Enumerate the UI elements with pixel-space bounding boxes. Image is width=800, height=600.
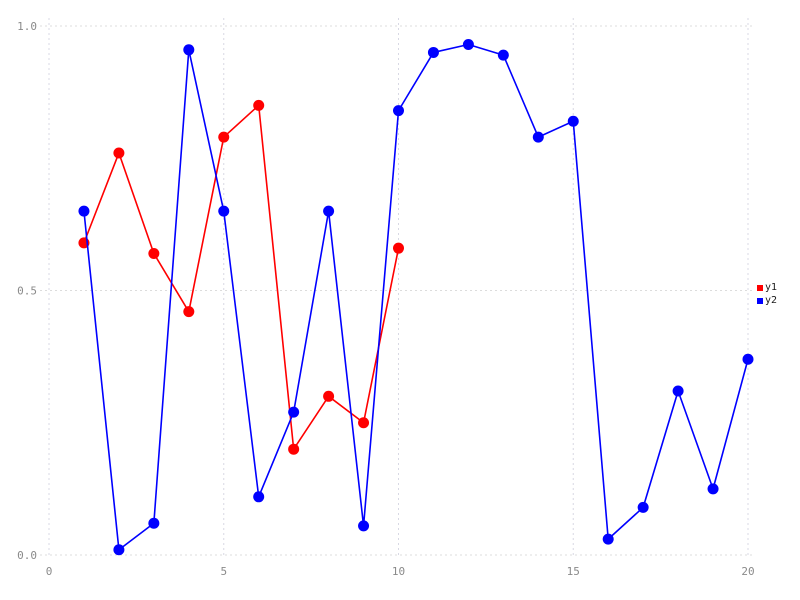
legend-swatch-y1-icon	[757, 284, 763, 291]
legend-label-y1: y1	[765, 282, 778, 293]
svg-text:0: 0	[46, 565, 53, 578]
svg-text:5: 5	[220, 565, 227, 578]
svg-text:20: 20	[741, 565, 754, 578]
svg-text:0.5: 0.5	[17, 285, 37, 298]
legend-item-y1: y1	[757, 282, 777, 293]
legend-item-y2: y2	[757, 295, 777, 306]
svg-text:15: 15	[567, 565, 580, 578]
legend: y1 y2	[757, 282, 777, 306]
svg-text:0.0: 0.0	[17, 549, 37, 562]
legend-label-y2: y2	[765, 295, 778, 306]
svg-text:10: 10	[392, 565, 405, 578]
svg-text:1.0: 1.0	[17, 20, 37, 33]
legend-swatch-y2-icon	[757, 297, 763, 304]
